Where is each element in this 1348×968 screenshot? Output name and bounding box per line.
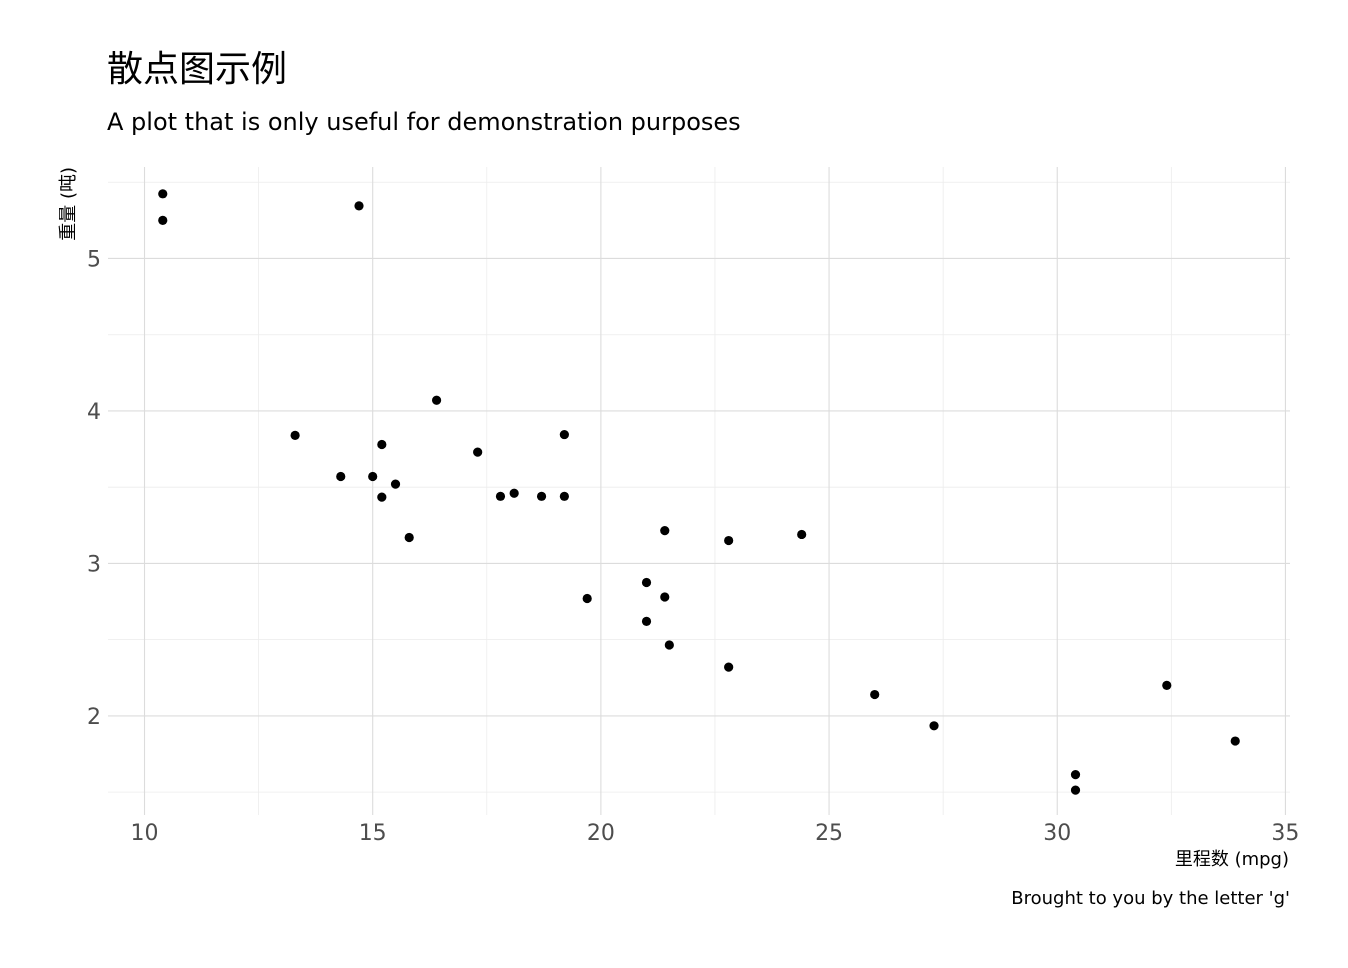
- x-axis-ticks: 10 15 20 25 30 35: [131, 821, 1300, 846]
- data-point: [390, 479, 401, 489]
- data-point: [158, 189, 168, 199]
- x-axis-title: 里程数 (mpg): [1175, 849, 1289, 870]
- data-point: [1162, 680, 1172, 691]
- data-point: [158, 215, 168, 225]
- data-point: [495, 491, 506, 501]
- chart-title: 散点图示例: [107, 49, 288, 90]
- data-point: [354, 201, 364, 211]
- chart-subtitle: A plot that is only useful for demonstra…: [107, 108, 741, 136]
- x-tick-label: 25: [815, 821, 843, 846]
- y-axis-title: 重量 (吨): [58, 167, 79, 241]
- y-tick-label: 5: [87, 247, 101, 272]
- x-tick-label: 20: [587, 821, 615, 846]
- data-point: [336, 471, 346, 482]
- data-point: [641, 616, 652, 626]
- y-tick-label: 4: [87, 400, 101, 425]
- y-axis-ticks: 2 3 4 5: [87, 247, 101, 729]
- data-point: [664, 640, 674, 650]
- data-point: [1070, 769, 1081, 780]
- data-point: [1230, 736, 1240, 746]
- x-tick-label: 30: [1043, 821, 1071, 846]
- data-point: [660, 526, 670, 536]
- data-point: [1070, 785, 1081, 795]
- x-tick-label: 35: [1271, 821, 1299, 846]
- data-point: [559, 429, 569, 440]
- y-tick-label: 2: [87, 705, 101, 730]
- data-point: [377, 439, 387, 450]
- data-points: [158, 189, 1240, 795]
- data-point: [290, 430, 300, 440]
- data-point: [377, 492, 387, 502]
- data-point: [870, 689, 880, 700]
- data-point: [431, 395, 442, 405]
- data-point: [929, 721, 939, 731]
- data-point: [473, 447, 483, 457]
- data-point: [660, 592, 670, 602]
- y-tick-label: 3: [87, 552, 101, 577]
- grid-lines: [108, 167, 1290, 815]
- data-point: [582, 593, 592, 604]
- data-point: [404, 532, 414, 543]
- data-point: [559, 491, 569, 501]
- x-tick-label: 10: [131, 821, 159, 846]
- data-point: [797, 529, 807, 540]
- data-point: [509, 488, 519, 498]
- chart-caption: Brought to you by the letter 'g': [1011, 888, 1290, 909]
- data-point: [368, 471, 378, 482]
- x-tick-label: 15: [359, 821, 387, 846]
- data-point: [724, 535, 734, 546]
- data-point: [536, 491, 547, 501]
- data-point: [641, 577, 652, 588]
- data-point: [724, 662, 734, 672]
